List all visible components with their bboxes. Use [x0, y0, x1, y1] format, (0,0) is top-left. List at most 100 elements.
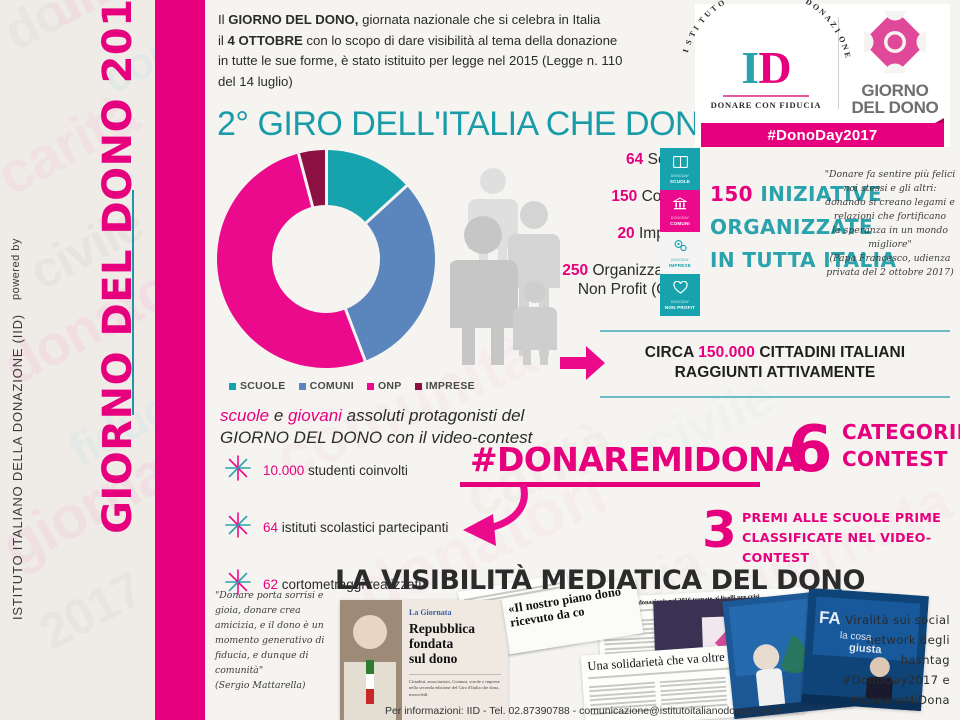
badge-caption: IMPRESE: [668, 262, 692, 268]
papa-quote-line: la speranza in un mondo: [832, 225, 948, 236]
scuole-mid: e: [269, 406, 289, 425]
building-icon: [672, 196, 688, 215]
bullet-label: istituti scolastici partecipanti: [278, 520, 449, 535]
sidebar-organization: ISTITUTO ITALIANO DELLA DONAZIONE (IID): [10, 314, 25, 620]
legend-swatch: [366, 382, 374, 390]
iniziative-line2: ORGANIZZATE: [710, 215, 874, 239]
badge-caption-top: DONODAY: [670, 299, 690, 304]
giorno-del-dono-logo: GIORNO DEL DONO: [846, 0, 944, 116]
papa-francesco-quote: "Donare fa sentire più felici noi stessi …: [820, 168, 960, 280]
bullet-number: 10.000: [263, 463, 305, 478]
papa-quote-line: relazioni che fortificano: [833, 211, 947, 222]
book-icon: [672, 155, 688, 173]
clipping-tv-right: FA la cosa giusta: [801, 587, 929, 712]
categorie-number: 6: [788, 413, 833, 487]
page-title: 2° GIRO DELL'ITALIA CHE DONA: [217, 105, 722, 143]
legend-label: SCUOLE: [240, 380, 286, 392]
sidebar-title: GIORNO DEL DONO 2017: [95, 0, 141, 534]
badge-imprese: DONODAY IMPRESE: [660, 232, 700, 274]
premi-line1: PREMI ALLE SCUOLE PRIME: [742, 510, 941, 525]
hashtag-donaremidona: #DONAREMIDONA: [470, 440, 801, 479]
donut-separator: [296, 153, 328, 260]
stat-number: 20: [617, 225, 635, 242]
bullet-item: 64 istituti scolastici partecipanti: [225, 512, 448, 543]
iid-letter-i: I: [741, 42, 759, 94]
mattarella-quote-line: gioia, donare crea: [215, 605, 301, 616]
clipping-repubblica-photo: [340, 600, 402, 720]
legend-label: ONP: [377, 380, 402, 392]
intro-line2-a: il: [218, 32, 228, 48]
legend-swatch: [229, 382, 236, 390]
iid-monogram: ID: [701, 45, 831, 91]
papa-quote-line: privata del 2 ottobre 2017): [826, 267, 954, 278]
intro-line4: del 14 luglio): [218, 73, 293, 89]
clipping-body-text: Cittadini, associazioni, Comuni, scuole …: [409, 674, 501, 698]
donut-ring: [217, 150, 435, 368]
hashtag-underline: [460, 482, 760, 487]
clipping-kicker: La Giornata: [409, 608, 452, 617]
clipping-headline-l1: Repubblica: [409, 621, 476, 636]
premi-number: 3: [702, 501, 737, 559]
diamond-icon: [846, 0, 944, 86]
viralita-text: Viralità sui social network degli hashta…: [810, 610, 950, 710]
categorie-line2: CONTEST: [842, 447, 948, 471]
viralita-l1: Viralità sui social: [845, 613, 950, 627]
mattarella-quote-line: momento generativo di: [215, 635, 325, 646]
bullet-label: studenti coinvolti: [304, 463, 408, 478]
mattarella-quote: "Donare porta sorrisi e gioia, donare cre…: [215, 588, 345, 693]
giovani-word: giovani: [288, 406, 342, 425]
categorie-label: CATEGORIE CONTEST: [842, 419, 960, 473]
premi-line2: CLASSIFICATE NEL VIDEO-CONTEST: [742, 530, 932, 565]
categorie-line1: CATEGORIE: [842, 420, 960, 444]
scuole-giovani-line: scuole e giovani assoluti protagonisti d…: [220, 405, 532, 449]
gears-icon: [673, 239, 688, 257]
clipping-headline-l3: sul dono: [409, 651, 458, 666]
donut-separator: [324, 150, 328, 259]
donut-chart: SCUOLE COMUNI ONP IMPRESE: [217, 150, 475, 392]
viralita-l3: hashtag: [900, 653, 950, 667]
iid-letter-d: D: [758, 42, 791, 94]
papa-quote-line: (Papa Francesco, udienza: [829, 253, 951, 264]
arc-letter: O: [790, 0, 799, 1]
gdd-wordmark: GIORNO DEL DONO: [846, 82, 944, 116]
iniziative-block: 150 INIZIATIVE ORGANIZZATE IN TUTTA ITAL…: [710, 178, 896, 277]
main-content: comunitàcaritàciviledonatorifiduciagiorn…: [205, 0, 960, 720]
heart-icon: [672, 280, 688, 299]
viralita-l4: #DonoDay2017 e: [841, 673, 950, 687]
circa-rule-top: [600, 330, 950, 332]
intro-line1-a: Il: [218, 12, 229, 27]
circa-post: CITTADINI ITALIANI: [754, 344, 906, 361]
bullet-text: 64 istituti scolastici partecipanti: [263, 520, 448, 535]
circa-pre: CIRCA: [644, 344, 699, 361]
papa-quote-line: noi stessi e gli altri:: [843, 183, 937, 194]
iniziative-line3: IN TUTTA ITALIA: [710, 248, 897, 272]
footer-contact: Per informazioni: IID - Tel. 02.87390788…: [384, 705, 781, 717]
legend-item: IMPRESE: [414, 380, 475, 392]
intro-paragraph: Il GIORNO DEL DONO, giornata nazionale c…: [218, 10, 708, 92]
viralita-l5: #DonareMiDona: [850, 693, 950, 707]
tv-overlay-giusta: giusta: [849, 642, 883, 656]
circa-number: 150.000: [698, 344, 755, 361]
donut-separator: [324, 184, 408, 261]
stat-number: 150: [611, 188, 638, 205]
circa-line2: RAGGIUNTI ATTIVAMENTE: [674, 364, 876, 381]
iid-logo: ISTITUTO ITALIANO DONAZIONE ID DONARE CO…: [681, 0, 853, 110]
mattarella-quote-line: fiducia, e dunque di: [215, 650, 309, 661]
iid-arc-text: ISTITUTO ITALIANO DONAZIONE: [681, 0, 853, 59]
bullet-number: 62: [263, 577, 279, 592]
iniziative-number: 150: [710, 182, 753, 206]
papa-quote-line: "Donare fa sentire più felici: [824, 169, 956, 180]
logo-divider: [838, 17, 839, 109]
circa-banner: CIRCA 150.000 CITTADINI ITALIANI RAGGIUN…: [600, 330, 950, 398]
pink-accent-strip: [155, 0, 205, 720]
iniziative-word: INIZIATIVE: [760, 182, 883, 206]
intro-line2-bold: 4 OTTOBRE: [227, 32, 303, 48]
papa-quote-line: migliore": [868, 239, 912, 250]
hashtag-ribbon: #DonoDay2017: [701, 118, 944, 147]
mattarella-quote-line: "Donare porta sorrisi e: [215, 590, 324, 601]
badge-caption-top: DONODAY: [670, 257, 690, 262]
legend-swatch: [414, 382, 422, 390]
legend-item: ONP: [366, 380, 402, 392]
asterisk-icon: [225, 569, 251, 600]
legend-item: SCUOLE: [229, 380, 286, 392]
